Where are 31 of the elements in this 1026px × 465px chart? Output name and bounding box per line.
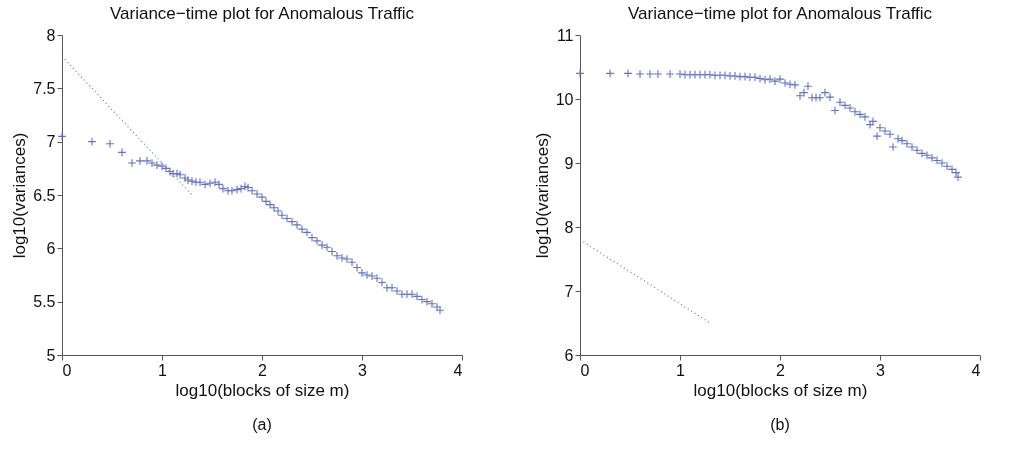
y-tick-label: 8 bbox=[46, 26, 56, 44]
text: (b) bbox=[770, 416, 790, 433]
x-tick-label: 2 bbox=[776, 361, 786, 379]
y-axis-title: log10(variances) bbox=[10, 132, 30, 259]
y-tick-label: 7 bbox=[46, 133, 56, 151]
y-tick-label: 5.5 bbox=[33, 293, 56, 311]
y-tick-label: 8 bbox=[564, 218, 574, 236]
y-tick-label: 6 bbox=[46, 239, 56, 257]
x-tick-label: 0 bbox=[580, 361, 590, 379]
x-tick-label: 4 bbox=[453, 361, 463, 379]
y-tick-label: 10 bbox=[555, 90, 574, 108]
y-tick-label: 7 bbox=[564, 282, 574, 300]
x-tick-label: 0 bbox=[62, 361, 72, 379]
x-tick-label: 4 bbox=[971, 361, 981, 379]
chart-title: Variance−time plot for Anomalous Traffic bbox=[627, 4, 933, 23]
y-tick-label: 6 bbox=[564, 346, 574, 364]
x-axis-title: log10(blocks of size m) bbox=[175, 380, 350, 400]
y-tick-label: 11 bbox=[556, 26, 574, 44]
x-tick-label: 2 bbox=[258, 361, 268, 379]
x-axis-title: log10(blocks of size m) bbox=[693, 380, 868, 400]
text: (a) bbox=[252, 416, 272, 433]
y-axis-title: log10(variances) bbox=[532, 132, 552, 259]
x-tick-label: 1 bbox=[158, 361, 168, 379]
y-tick-label: 5 bbox=[46, 346, 56, 364]
x-tick-label: 3 bbox=[876, 361, 886, 379]
y-tick-label: 7.5 bbox=[33, 79, 56, 97]
x-tick-label: 3 bbox=[358, 361, 368, 379]
chart-title: Variance−time plot for Anomalous Traffic bbox=[109, 4, 415, 23]
y-tick-label: 9 bbox=[564, 154, 574, 172]
y-tick-label: 6.5 bbox=[33, 186, 56, 204]
x-tick-label: 1 bbox=[676, 361, 686, 379]
